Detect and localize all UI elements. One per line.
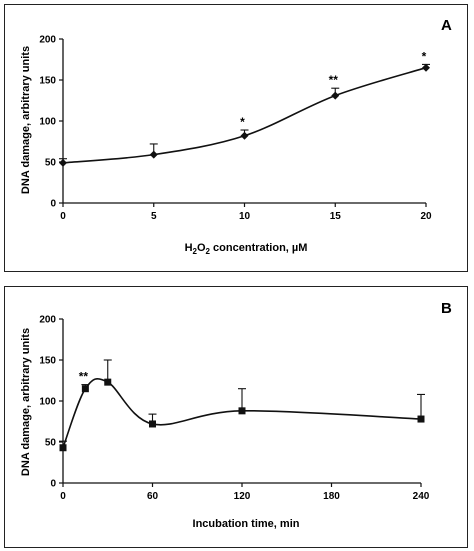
y-tick-label-a: 150 xyxy=(39,76,56,87)
y-axis-label-a: DNA damage, arbitrary units xyxy=(20,46,32,194)
significance-marker-a: ** xyxy=(329,73,339,87)
data-point-a xyxy=(149,150,158,159)
significance-marker-a: * xyxy=(240,115,245,129)
x-tick-label-a: 5 xyxy=(151,211,157,222)
x-axis-label-a: H2O2 concentration, µM xyxy=(185,242,308,256)
panel-label-a: A xyxy=(441,17,452,34)
data-point-b xyxy=(81,385,89,393)
x-tick-label-b: 240 xyxy=(413,491,430,502)
y-tick-label-b: 100 xyxy=(39,397,56,408)
chart-b-svg: 0 50 100 150 200 0 60 120 180 240 ** B Incubation … xyxy=(20,300,452,530)
significance-marker-b: ** xyxy=(79,370,89,384)
data-point-b xyxy=(149,420,156,428)
chart-panel-b: 0 50 100 150 200 0 60 120 180 240 ** B Incubation … xyxy=(4,286,468,548)
data-point-b xyxy=(59,444,67,452)
x-axis-label-b: Incubation time, min xyxy=(193,518,300,530)
y-tick-label-a: 50 xyxy=(45,158,57,169)
y-tick-label-a: 0 xyxy=(50,199,56,210)
x-tick-label-b: 0 xyxy=(60,491,66,502)
x-tick-label-a: 0 xyxy=(60,211,66,222)
y-tick-label-a: 100 xyxy=(39,117,56,128)
significance-marker-a: * xyxy=(422,49,427,63)
x-tick-label-a: 15 xyxy=(330,211,342,222)
data-point-a xyxy=(331,91,340,100)
data-point-b xyxy=(417,415,425,423)
x-tick-label-b: 60 xyxy=(147,491,159,502)
panel-label-b: B xyxy=(441,300,452,317)
y-tick-label-b: 150 xyxy=(39,356,56,367)
chart-panel-a: 0 50 100 150 200 0 5 10 15 20 * ** * A H2O2 concentr… xyxy=(4,4,468,272)
data-point-a xyxy=(240,131,249,140)
y-axis-label-b: DNA damage, arbitrary units xyxy=(20,328,32,476)
x-tick-label-b: 120 xyxy=(234,491,251,502)
x-tick-label-a: 20 xyxy=(420,211,432,222)
data-point-a xyxy=(59,158,67,167)
x-tick-label-a: 10 xyxy=(239,211,251,222)
x-tick-label-b: 180 xyxy=(323,491,340,502)
y-tick-label-b: 50 xyxy=(45,438,57,449)
y-tick-label-b: 200 xyxy=(39,315,56,326)
data-point-b xyxy=(104,378,112,386)
y-tick-label-a: 200 xyxy=(39,35,56,46)
y-tick-label-b: 0 xyxy=(50,479,56,490)
data-point-b xyxy=(238,407,246,415)
